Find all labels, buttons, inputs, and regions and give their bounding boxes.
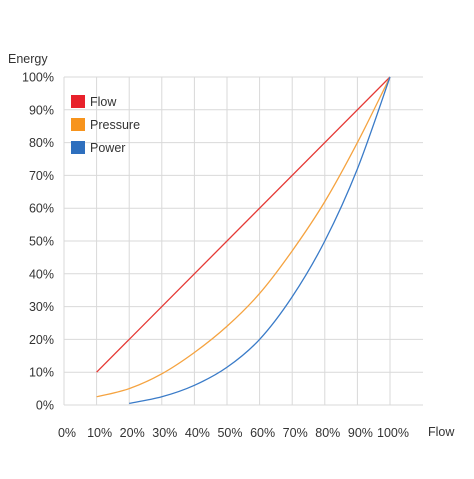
series-line-pressure (96, 76, 391, 398)
series-lines (96, 76, 391, 404)
x-tick-label: 30% (152, 426, 177, 440)
x-tick-label: 50% (217, 426, 242, 440)
y-tick-label: 80% (29, 136, 54, 150)
grid-lines (63, 76, 423, 406)
x-tick-label: 40% (185, 426, 210, 440)
tick-labels: 0% 10% 20% 30% 40% 50% 60% 70% 80% 90% 100% 0% 10% 20… (22, 71, 409, 441)
series-line-power (129, 76, 391, 404)
x-tick-label: 80% (315, 426, 340, 440)
y-tick-label: 20% (29, 333, 54, 347)
legend-swatch-pressure (71, 118, 85, 131)
y-tick-label: 10% (29, 366, 54, 380)
y-tick-label: 60% (29, 202, 54, 216)
x-tick-label: 100% (377, 426, 409, 440)
legend: Flow Pressure Power (71, 95, 140, 155)
legend-swatch-power (71, 141, 85, 154)
legend-label-flow: Flow (90, 95, 117, 109)
y-tick-label: 50% (29, 235, 54, 249)
y-tick-label: 90% (29, 103, 54, 117)
x-axis-label: Flow (428, 425, 455, 439)
legend-swatch-flow (71, 95, 85, 108)
y-tick-label: 100% (22, 71, 54, 85)
y-tick-label: 40% (29, 267, 54, 281)
x-tick-label: 0% (58, 426, 76, 440)
legend-label-power: Power (90, 141, 125, 155)
x-tick-label: 10% (87, 426, 112, 440)
x-tick-label: 90% (348, 426, 373, 440)
y-tick-label: 30% (29, 300, 54, 314)
x-tick-label: 70% (283, 426, 308, 440)
series-line-flow (96, 76, 391, 373)
x-tick-label: 20% (120, 426, 145, 440)
y-tick-label: 0% (36, 399, 54, 413)
x-tick-label: 60% (250, 426, 275, 440)
y-axis-label: Energy (8, 52, 48, 66)
y-tick-label: 70% (29, 169, 54, 183)
legend-label-pressure: Pressure (90, 118, 140, 132)
